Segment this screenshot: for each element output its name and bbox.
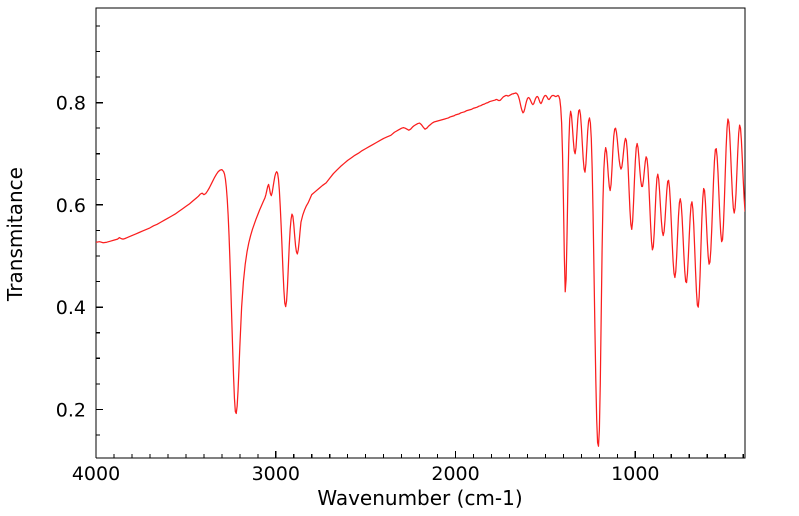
y-tick-label: 0.4 xyxy=(56,297,86,319)
spectrum-line-ir-transmittance xyxy=(96,92,745,447)
y-axis-ticklabels: 0.2 0.4 0.6 0.8 xyxy=(56,93,86,422)
y-tick-label: 0.6 xyxy=(56,195,86,217)
x-axis-ticks xyxy=(95,451,744,458)
axes-spines xyxy=(95,7,746,459)
x-axis-ticklabels: 4000 3000 2000 1000 xyxy=(72,463,660,485)
x-tick-label: 2000 xyxy=(431,463,479,485)
axes-frame xyxy=(95,7,746,459)
y-tick-label: 0.2 xyxy=(56,399,86,421)
x-axis-label: Wavenumber (cm-1) xyxy=(317,486,522,510)
y-axis-label: Transmitance xyxy=(3,167,27,302)
x-tick-label: 1000 xyxy=(611,463,659,485)
y-axis-ticks xyxy=(96,25,103,436)
y-tick-label: 0.8 xyxy=(56,93,86,115)
x-tick-label: 4000 xyxy=(72,463,120,485)
x-tick-label: 3000 xyxy=(252,463,300,485)
spectrum-series-group xyxy=(96,92,745,447)
